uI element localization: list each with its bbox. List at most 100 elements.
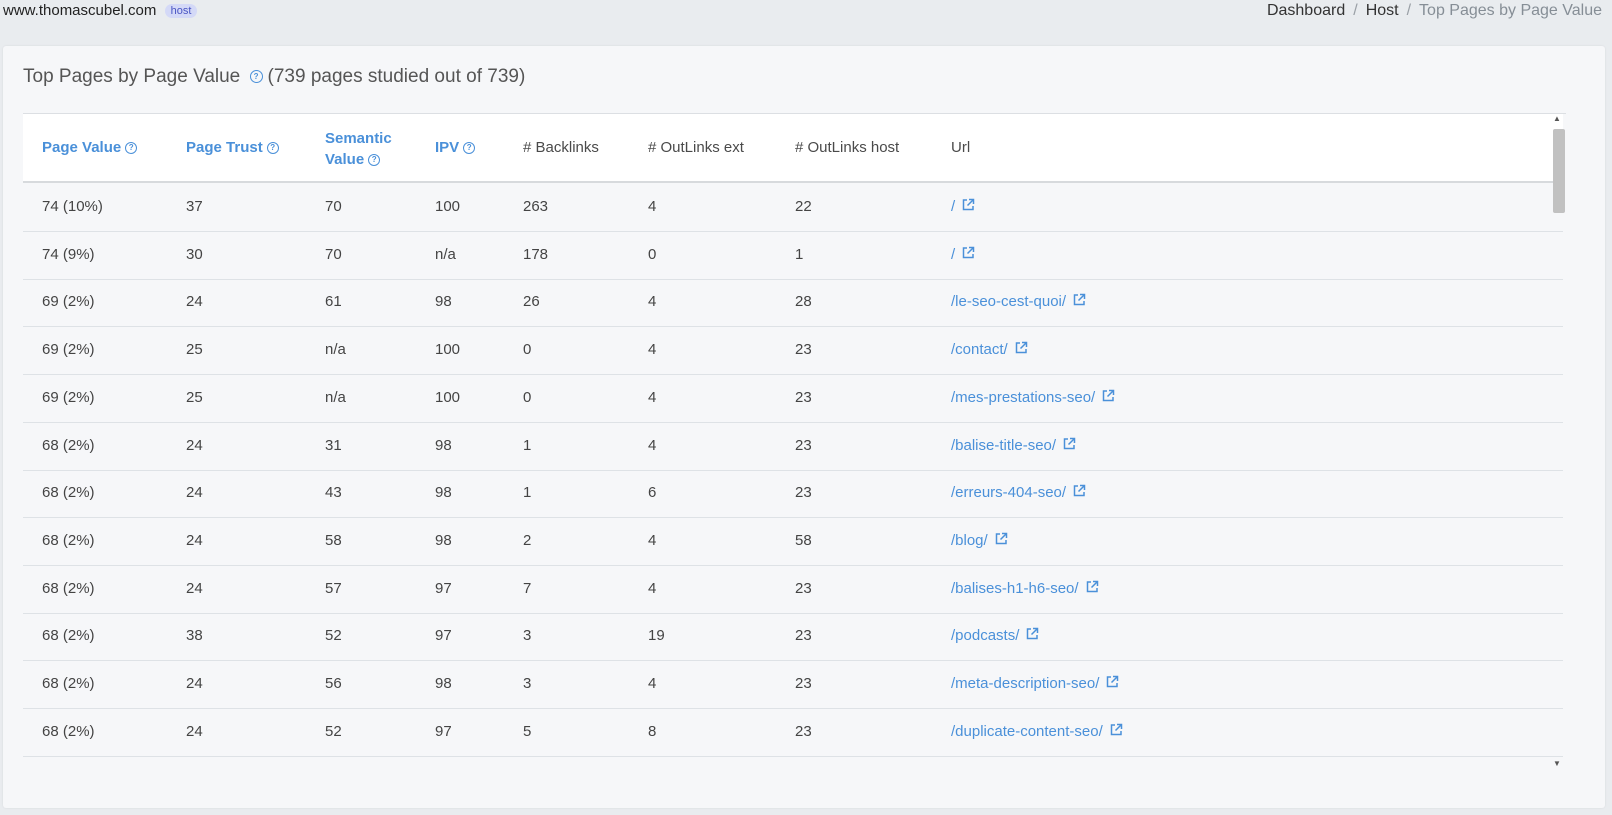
cell-url: /balises-h1-h6-seo/	[951, 580, 1099, 597]
external-link-icon[interactable]	[961, 246, 975, 260]
cell-page-trust: 24	[186, 484, 203, 502]
breadcrumb-dashboard[interactable]: Dashboard	[1266, 2, 1346, 19]
column-header-backlinks: # Backlinks	[523, 139, 599, 156]
cell-outlinks-host: 23	[795, 436, 812, 454]
cell-semantic-value: 52	[325, 627, 342, 645]
cell-page-value: 68 (2%)	[42, 627, 95, 645]
url-link[interactable]: /balises-h1-h6-seo/	[951, 579, 1079, 597]
cell-outlinks-ext: 4	[648, 531, 657, 549]
breadcrumb-host[interactable]: Host	[1365, 2, 1399, 19]
cell-backlinks: 0	[523, 341, 532, 359]
cell-ipv: 98	[435, 675, 452, 692]
cell-outlinks-host: 23	[795, 627, 812, 645]
cell-url: /duplicate-content-seo/	[951, 723, 1123, 740]
column-label: IPV	[435, 139, 460, 156]
url-link[interactable]: /podcasts/	[951, 627, 1020, 645]
external-link-icon[interactable]	[1072, 484, 1086, 498]
cell-page-value: 74 (9%)	[42, 245, 95, 263]
cell-outlinks-ext: 4	[648, 341, 657, 359]
url-link[interactable]: /contact/	[951, 341, 1008, 359]
question-circle-icon[interactable]: ?	[125, 142, 138, 154]
cell-outlinks-ext: 19	[648, 627, 665, 645]
cell-backlinks: 1	[523, 484, 532, 502]
url-link[interactable]: /	[951, 198, 956, 215]
cell-backlinks: 263	[523, 198, 549, 215]
cell-outlinks-ext: 0	[648, 245, 657, 263]
external-link-icon[interactable]	[1085, 580, 1099, 594]
question-circle-icon[interactable]: ?	[266, 142, 279, 154]
cell-outlinks-host: 1	[795, 245, 804, 263]
cell-semantic-value: n/a	[325, 341, 346, 359]
table-row: 68 (2%) 24 31 98 1 4 23/balise-title-seo/	[23, 422, 1563, 471]
table-row: 69 (2%) 24 61 98 26 4 28/le-seo-cest-quoi/	[23, 278, 1563, 328]
cell-semantic-value: 57	[325, 579, 342, 597]
cell-backlinks: 2	[523, 531, 532, 549]
cell-page-trust: 25	[186, 388, 203, 406]
site-name[interactable]: www.thomascubel.com	[3, 2, 157, 19]
cell-url: /	[951, 198, 975, 215]
external-link-icon[interactable]	[1101, 389, 1115, 403]
host-badge: host	[164, 4, 198, 18]
external-link-icon[interactable]	[1062, 437, 1076, 451]
cell-outlinks-host: 23	[795, 722, 812, 740]
external-link-icon[interactable]	[1014, 341, 1028, 355]
column-header-page-trust[interactable]: Page Trust?	[186, 139, 279, 156]
cell-url: /le-seo-cest-quoi/	[951, 293, 1086, 310]
cell-semantic-value: 52	[325, 722, 342, 740]
column-header-url: Url	[951, 139, 971, 156]
table-row: 68 (2%) 24 56 98 3 4 23/meta-description-seo/	[23, 660, 1563, 709]
cell-url: /balise-title-seo/	[951, 437, 1076, 454]
breadcrumb: Dashboard / Host / Top Pages by Page Value	[1267, 2, 1602, 20]
scroll-up-arrow-icon[interactable]: ▲	[1553, 114, 1561, 123]
column-header-semantic-value[interactable]: Semantic Value?	[325, 128, 392, 170]
cell-page-value: 68 (2%)	[42, 722, 95, 740]
question-circle-icon[interactable]: ?	[368, 154, 381, 166]
cell-semantic-value: 56	[325, 675, 342, 692]
top-bar: www.thomascubel.com host Dashboard / Host /…	[0, 0, 1612, 24]
cell-page-value: 68 (2%)	[42, 531, 95, 549]
table-header: Page Value? Page Trust? Semantic Value? …	[23, 114, 1563, 183]
page-title: Top Pages by Page Value	[23, 66, 241, 87]
external-link-icon[interactable]	[961, 198, 975, 212]
column-label-line1: Semantic	[325, 130, 392, 147]
url-link[interactable]: /	[951, 245, 956, 263]
question-circle-icon[interactable]: ?	[463, 142, 476, 154]
external-link-icon[interactable]	[1025, 627, 1039, 641]
external-link-icon[interactable]	[1109, 723, 1123, 737]
external-link-icon[interactable]	[994, 532, 1008, 546]
url-link[interactable]: /blog/	[951, 531, 988, 549]
cell-page-trust: 24	[186, 531, 203, 549]
pages-table: Page Value? Page Trust? Semantic Value? …	[23, 113, 1566, 769]
top-pages-card: Top Pages by Page Value ? (739 pages stud…	[3, 46, 1605, 808]
cell-ipv: 98	[435, 436, 452, 454]
url-link[interactable]: /balise-title-seo/	[951, 436, 1057, 454]
url-link[interactable]: /mes-prestations-seo/	[951, 388, 1096, 406]
column-label: Page Value	[42, 139, 122, 156]
external-link-icon[interactable]	[1105, 675, 1119, 689]
question-circle-icon[interactable]: ?	[249, 70, 263, 83]
scroll-down-arrow-icon[interactable]: ▼	[1553, 759, 1561, 768]
cell-ipv: 98	[435, 484, 452, 502]
url-link[interactable]: /le-seo-cest-quoi/	[951, 293, 1067, 311]
cell-backlinks: 7	[523, 579, 532, 597]
site-header: www.thomascubel.com host	[3, 2, 198, 19]
url-link[interactable]: /duplicate-content-seo/	[951, 722, 1103, 740]
vertical-scrollbar[interactable]: ▲ ▼	[1549, 112, 1565, 768]
cell-page-value: 69 (2%)	[42, 388, 95, 406]
cell-ipv: 100	[435, 341, 461, 359]
cell-outlinks-ext: 4	[648, 436, 657, 454]
column-header-ipv[interactable]: IPV?	[435, 139, 476, 156]
table-row: 68 (2%) 24 43 98 1 6 23/erreurs-404-seo/	[23, 469, 1563, 519]
url-link[interactable]: /meta-description-seo/	[951, 675, 1100, 692]
cell-page-value: 69 (2%)	[42, 293, 95, 311]
external-link-icon[interactable]	[1072, 293, 1086, 307]
table-row: 74 (10%) 37 70 100 263 4 22 /	[23, 183, 1563, 232]
card-title: Top Pages by Page Value ? (739 pages stud…	[23, 66, 525, 88]
table-row: 69 (2%) 25 n/a 100 0 4 23/mes-prestations-seo/	[23, 374, 1563, 423]
cell-backlinks: 1	[523, 436, 532, 454]
column-header-page-value[interactable]: Page Value?	[42, 139, 138, 156]
scrollbar-thumb[interactable]	[1553, 129, 1565, 213]
cell-page-trust: 37	[186, 198, 203, 215]
url-link[interactable]: /erreurs-404-seo/	[951, 484, 1067, 502]
cell-url: /erreurs-404-seo/	[951, 484, 1086, 501]
